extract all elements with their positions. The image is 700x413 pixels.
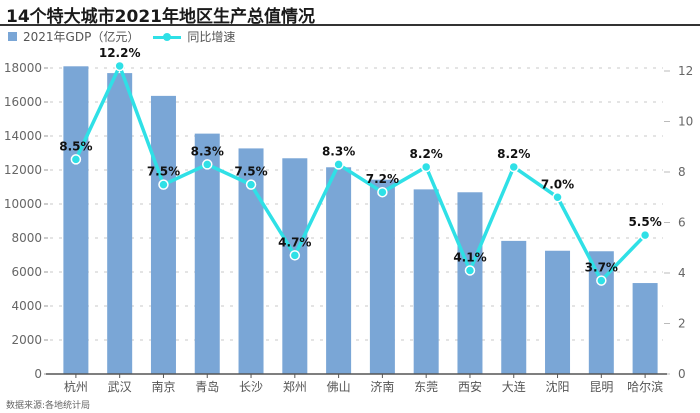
growth-label-哈尔滨: 5.5% [628,215,661,229]
growth-label-长沙: 7.5% [234,165,267,179]
chart-title: 14个特大城市2021年地区生产总值情况 [6,7,315,27]
y-left-tick-label: 12000 [4,163,42,177]
growth-point-沈阳 [552,192,563,203]
bar-沈阳 [545,250,571,374]
legend-line-swatch [153,32,182,42]
growth-point-昆明 [596,275,607,286]
y-right-tick-label: 12 [678,64,693,78]
growth-label-东莞: 8.2% [410,147,443,161]
bar-武汉 [107,73,133,374]
growth-label-青岛: 8.3% [191,144,224,158]
y-left-tick-label: 14000 [4,129,42,143]
x-tick-label: 青岛 [195,379,219,394]
growth-label-济南: 7.2% [366,172,399,186]
legend-bar-label: 2021年GDP（亿元） [23,30,140,44]
y-left-tick-label: 4000 [11,299,42,313]
y-left-tick-label: 0 [34,367,42,381]
y-left-tick-label: 2000 [11,333,42,347]
growth-label-郑州: 4.7% [278,235,311,249]
gridlines [50,67,663,341]
x-tick-label: 南京 [151,379,175,394]
growth-point-济南 [377,186,388,198]
x-tick-label: 西安 [458,379,482,394]
x-tick-label: 佛山 [327,380,351,394]
title-divider [0,24,700,26]
legend-line-label: 同比增速 [187,30,236,44]
growth-point-武汉 [114,60,125,72]
bar-南京 [150,95,176,374]
bar-青岛 [194,133,220,374]
y-right-tick-label: 2 [678,317,686,331]
y-left-tick-label: 16000 [4,95,42,109]
legend: 2021年GDP（亿元） 同比增速 [8,28,235,45]
x-tick-label: 大连 [502,379,526,394]
bar-郑州 [282,158,308,374]
bar-西安 [457,192,483,374]
growth-point-佛山 [333,159,344,170]
growth-label-南京: 7.5% [147,165,180,179]
y-right-tick-label: 4 [678,266,686,280]
x-tick-label: 长沙 [239,380,263,394]
y-left-tick-label: 18000 [4,61,42,75]
growth-point-东莞 [420,161,432,173]
growth-point-杭州 [70,154,82,165]
y-right-tick-label: 6 [678,216,686,230]
growth-label-昆明: 3.7% [585,261,618,275]
x-tick-label: 武汉 [108,380,132,394]
growth-polyline [74,64,647,283]
bar-杭州 [63,66,89,375]
growth-line [70,60,651,286]
x-tick-label: 哈尔滨 [627,379,663,394]
growth-point-西安 [464,265,476,276]
y-right-tick-label: 8 [678,165,686,179]
growth-label-沈阳: 7.0% [541,177,574,191]
x-tick-label: 东莞 [414,380,438,394]
bar-东莞 [413,189,439,374]
bars [63,66,658,375]
growth-label-佛山: 8.3% [322,144,355,158]
y-left-tick-label: 10000 [4,197,42,211]
bar-济南 [369,179,395,374]
growth-label-大连: 8.2% [497,147,530,161]
y-left-tick-label: 6000 [11,265,42,279]
bar-哈尔滨 [632,283,658,374]
growth-point-大连 [508,161,519,173]
growth-point-哈尔滨 [639,229,651,241]
growth-label-武汉: 12.2% [99,46,141,60]
x-tick-label: 昆明 [589,380,613,394]
growth-point-长沙 [245,179,257,190]
bar-佛山 [326,167,352,374]
legend-bar-swatch [8,32,17,41]
growth-label-杭州: 8.5% [59,139,92,153]
growth-point-南京 [158,179,169,190]
x-tick-label: 济南 [370,379,394,394]
y-right-tick-label: 10 [678,115,693,129]
x-tick-label: 沈阳 [546,379,570,394]
growth-point-郑州 [289,250,301,261]
data-labels: 8.5% 12.2% 7.5% 8.3% 7.5% 4.7% 8.3% 7.2% 8.2% 4.1… [59,46,661,275]
bar-大连 [501,240,527,374]
axes: 0 2000 4000 6000 8000 10000 12000 14000 16000 180… [4,61,693,394]
growth-point-青岛 [202,159,213,170]
growth-label-西安: 4.1% [453,250,486,264]
y-left-tick-label: 8000 [11,231,42,245]
data-source: 数据来源:各地统计局 [6,401,91,411]
x-tick-label: 郑州 [283,379,307,394]
y-right-tick-label: 0 [678,367,686,381]
x-tick-label: 杭州 [64,379,88,394]
